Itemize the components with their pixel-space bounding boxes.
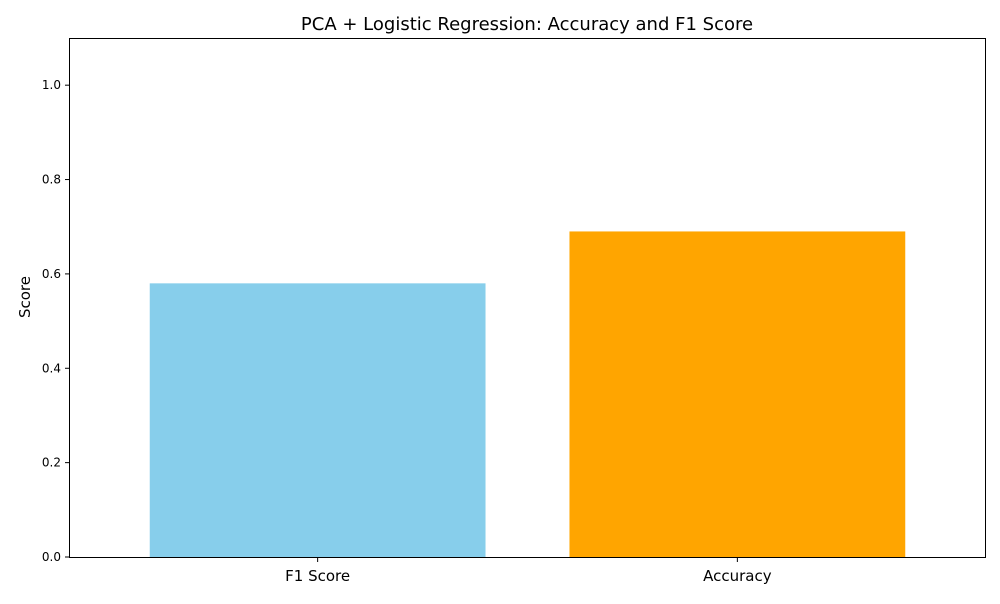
y-axis-label: Score <box>16 276 34 318</box>
y-tick-label: 0.2 <box>42 456 61 470</box>
y-tick-label: 1.0 <box>42 78 61 92</box>
y-tick-label: 0.6 <box>42 267 61 281</box>
bar-accuracy <box>569 231 906 558</box>
bar-f1-score <box>149 283 486 557</box>
bars-layer <box>149 231 906 558</box>
x-tick-label: F1 Score <box>285 567 350 585</box>
x-tick-label: Accuracy <box>703 567 772 585</box>
x-axis-ticks: F1 Score Accuracy <box>285 557 772 585</box>
chart-title: PCA + Logistic Regression: Accuracy and … <box>301 14 753 35</box>
y-tick-label: 0.0 <box>42 550 61 564</box>
y-axis-ticks: 0.0 0.2 0.4 0.6 0.8 1.0 <box>42 78 70 564</box>
plot-frame <box>69 38 986 558</box>
y-tick-label: 0.8 <box>42 173 61 187</box>
y-tick-label: 0.4 <box>42 361 61 375</box>
